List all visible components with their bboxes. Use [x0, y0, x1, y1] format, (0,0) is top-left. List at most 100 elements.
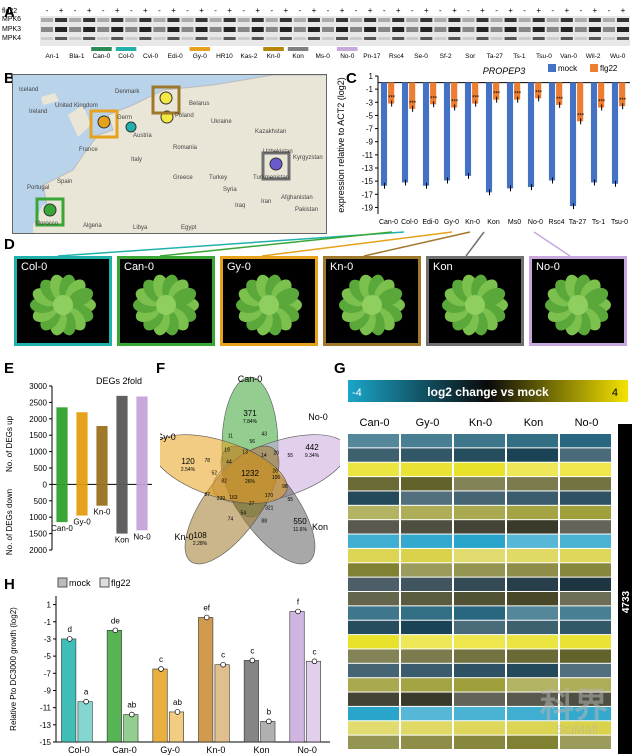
- band-mpk4: [336, 37, 349, 40]
- data-point: [311, 658, 318, 665]
- heatmap-cell: [560, 563, 611, 577]
- flg22-sign: -: [523, 6, 526, 15]
- band-mpk4: [97, 37, 110, 40]
- significance-stars: ***: [493, 92, 501, 98]
- heatmap-cell: [507, 448, 558, 462]
- band-mpk4: [55, 37, 68, 40]
- region-count-small: 19: [224, 447, 230, 453]
- band-mpk3: [251, 27, 264, 32]
- band-mpk3: [420, 27, 433, 32]
- band-mpk6: [153, 18, 166, 22]
- y-tick-label: 1000: [29, 513, 47, 522]
- band-mpk4: [265, 37, 278, 40]
- flg22-sign: -: [214, 6, 217, 15]
- band-mpk3: [293, 27, 306, 32]
- category-label: Ta-27: [569, 219, 587, 226]
- y-tick-label: -19: [361, 203, 373, 212]
- category-label: Gy-0: [73, 518, 91, 527]
- band-mpk4: [504, 37, 517, 40]
- plant-label: Col-0: [21, 261, 48, 273]
- significance-stars: ***: [409, 101, 417, 107]
- bar-mock: [443, 82, 451, 181]
- region-count-small: 44: [226, 460, 232, 466]
- plant-photo: Kn-0: [323, 256, 421, 346]
- category-label: No-0: [133, 532, 151, 541]
- band-mpk6: [237, 18, 250, 22]
- venn-diagram: Can-0No-0KonKn-0Gy-03717.84%4429.34%5501…: [160, 374, 340, 565]
- band-mpk4: [111, 37, 124, 40]
- region-percent: 9.34%: [305, 453, 320, 459]
- bar-up: [136, 396, 148, 485]
- rosette: [442, 274, 508, 336]
- accession-label: Kon: [292, 53, 304, 60]
- data-point: [249, 657, 256, 664]
- map-country-label: Iraq: [235, 203, 246, 209]
- heatmap-cell: [560, 462, 611, 477]
- band-mpk3: [97, 27, 110, 32]
- bar-flg22: [556, 82, 563, 105]
- heatmap-cell: [560, 534, 611, 548]
- heatmap-cell: [507, 577, 558, 591]
- band-mpk6: [83, 18, 96, 22]
- band-mpk3: [55, 27, 68, 32]
- bar-mock: [401, 82, 409, 183]
- region-count-small: 74: [228, 517, 234, 523]
- map-country-label: Libya: [133, 225, 148, 231]
- row-label: MPK4: [2, 35, 21, 42]
- band-mpk6: [616, 18, 629, 22]
- y-tick-label: 1000: [29, 448, 47, 457]
- map-country-label: Greece: [173, 175, 193, 181]
- category-label: Can-0: [379, 219, 398, 226]
- flg22-sign: +: [424, 6, 429, 15]
- heatmap-cell: [507, 462, 558, 477]
- significance-stars: ***: [535, 90, 543, 96]
- flg22-sign: +: [621, 6, 626, 15]
- bar-mock: [152, 668, 168, 743]
- band-mpk6: [602, 18, 615, 22]
- significance-letter: c: [312, 647, 316, 656]
- accession-highlight: [189, 47, 211, 51]
- heatmap-cell: [348, 706, 399, 721]
- band-mpk3: [153, 27, 166, 32]
- significance-letter: ab: [127, 701, 136, 710]
- band-mpk4: [153, 37, 166, 40]
- heatmap-cell: [560, 606, 611, 620]
- heatmap-cell: [348, 692, 399, 706]
- heatmap-cell: [560, 649, 611, 663]
- category-label: Gy-0: [444, 219, 459, 226]
- band-mpk4: [83, 37, 96, 40]
- heatmap-cell: [507, 491, 558, 505]
- rosette: [339, 274, 405, 336]
- band-mpk6: [434, 18, 447, 22]
- y-tick-label: 1: [47, 601, 52, 610]
- map-svg: [13, 75, 326, 233]
- bar-flg22: [77, 701, 93, 743]
- y-label-down: No. of DEGs down: [5, 489, 14, 555]
- set-label: Kon: [312, 522, 328, 532]
- heatmap-cell: [560, 434, 611, 448]
- accession-label: Gy-0: [193, 53, 207, 60]
- region-count-small: 163: [229, 495, 238, 501]
- watermark-cn: 科界: [540, 686, 608, 726]
- europe-map: Iceland United Kingdom Denmark Ireland Germ P…: [12, 74, 327, 234]
- band-mpk6: [265, 18, 278, 22]
- band-mpk3: [265, 27, 278, 32]
- significance-stars: ***: [556, 97, 564, 103]
- map-country-label: Syria: [223, 187, 237, 193]
- map-country-label: Denmark: [115, 89, 140, 95]
- heatmap-cell: [507, 563, 558, 577]
- legend-swatch: [548, 64, 556, 72]
- significance-stars: ***: [577, 113, 585, 119]
- heatmap-cell: [560, 635, 611, 649]
- heatmap-cell: [401, 592, 452, 606]
- heatmap-cell: [560, 577, 611, 591]
- band-mpk3: [237, 27, 250, 32]
- band-mpk6: [350, 18, 363, 22]
- heatmap-cell: [348, 548, 399, 563]
- bar-flg22: [388, 82, 395, 104]
- band-mpk3: [448, 27, 461, 32]
- band-mpk4: [125, 37, 138, 40]
- band-mpk4: [307, 37, 320, 40]
- flg22-sign: -: [299, 6, 302, 15]
- band-mpk6: [111, 18, 124, 22]
